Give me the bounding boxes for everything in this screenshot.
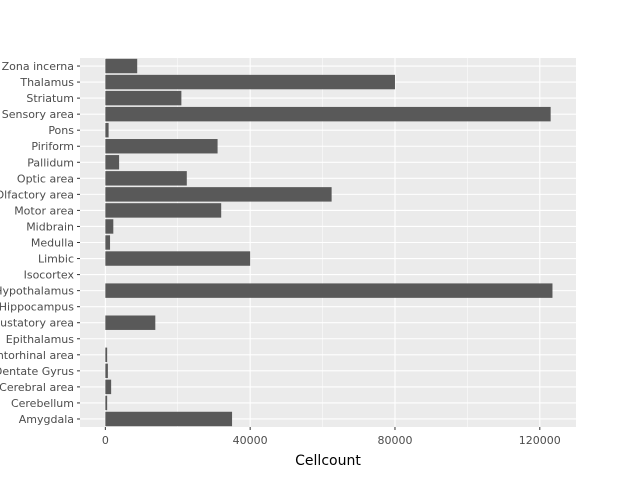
y-tick-label: Cerebellum: [11, 397, 74, 410]
bar-hypothalamus: [105, 283, 553, 298]
bar-striatum: [105, 90, 182, 106]
x-tick-label: 80000: [377, 434, 412, 447]
bar-cerebellum: [105, 395, 108, 411]
y-tick-label: Thalamus: [19, 76, 74, 89]
y-tick-label: Gustatory area: [0, 317, 74, 330]
y-axis: Zona incerna Thalamus Striatum Sensory area…: [0, 60, 80, 426]
bar-piriform: [105, 139, 218, 154]
y-tick-label: Midbrain: [26, 220, 74, 233]
x-axis-title: Cellcount: [295, 453, 361, 469]
bar-motor-area: [105, 203, 222, 218]
y-tick-label: Olfactory area: [0, 188, 74, 201]
y-tick-label: Isocortex: [24, 269, 75, 282]
y-tick-label: Medulla: [31, 237, 74, 250]
y-tick-label: Cerebral area: [0, 381, 74, 394]
bar-cerebral-area: [105, 379, 112, 395]
bar-gustatory-area: [105, 315, 156, 330]
y-tick-label: Entorhinal area: [0, 349, 74, 362]
y-tick-label: Motor area: [14, 204, 74, 217]
bars: [105, 58, 553, 427]
bar-limbic: [105, 251, 251, 266]
x-tick-label: 0: [102, 434, 109, 447]
bar-optic-area: [105, 171, 187, 186]
y-tick-label: Amygdala: [19, 413, 74, 426]
y-tick-label: Hippocampus: [0, 301, 74, 314]
y-tick-label: Dentate Gyrus: [0, 365, 74, 378]
bar-pons: [105, 122, 109, 138]
bar-entorhinal-area: [105, 347, 108, 363]
bar-olfactory-area: [105, 187, 332, 202]
y-tick-label: Pallidum: [27, 156, 74, 169]
x-axis: 0 40000 80000 120000: [102, 427, 561, 447]
y-tick-label: Zona incerna: [2, 60, 74, 73]
y-tick-label: Sensory area: [2, 108, 74, 121]
bar-pallidum: [105, 155, 120, 170]
x-tick-label: 40000: [233, 434, 268, 447]
y-tick-label: Hypothalamus: [0, 285, 74, 298]
bar-medulla: [105, 235, 111, 250]
y-tick-label: Limbic: [38, 253, 74, 266]
y-tick-label: Striatum: [26, 92, 74, 105]
x-tick-label: 120000: [519, 434, 561, 447]
y-tick-label: Epithalamus: [6, 333, 74, 346]
y-tick-label: Piriform: [31, 140, 74, 153]
bar-midbrain: [105, 219, 114, 234]
y-tick-label: Pons: [48, 124, 74, 137]
bar-zona-incerna: [105, 58, 138, 74]
bar-thalamus: [105, 74, 395, 90]
bar-dentate-gyrus: [105, 363, 108, 379]
y-tick-label: Optic area: [17, 172, 74, 185]
bar-amygdala: [105, 411, 233, 427]
bar-sensory-area: [105, 106, 551, 122]
